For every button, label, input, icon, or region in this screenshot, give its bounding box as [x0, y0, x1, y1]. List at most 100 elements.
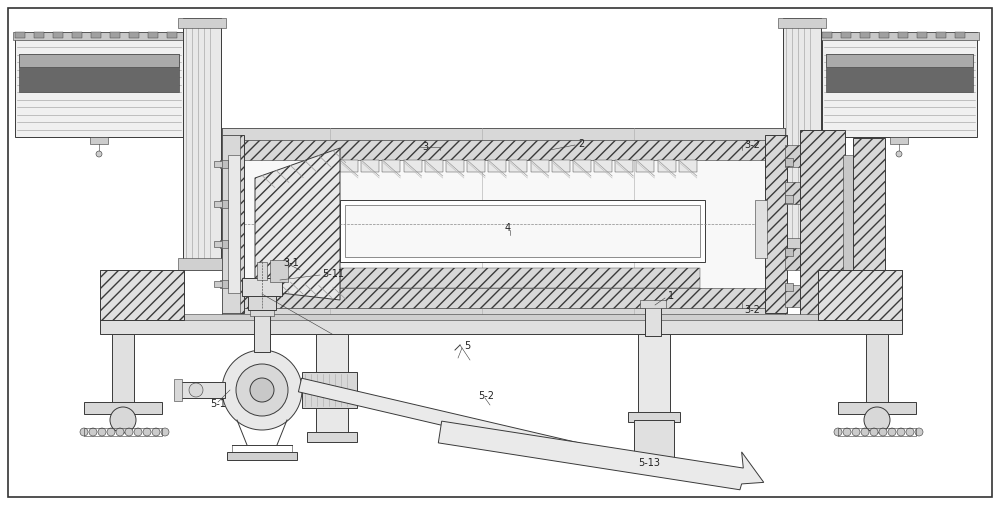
Bar — [19, 54, 179, 67]
Circle shape — [834, 428, 842, 436]
Circle shape — [915, 428, 923, 436]
Bar — [785, 283, 793, 291]
Text: 2: 2 — [578, 139, 584, 149]
Bar — [843, 155, 855, 300]
Bar — [316, 334, 348, 434]
Circle shape — [852, 428, 860, 436]
Polygon shape — [936, 32, 946, 38]
Bar — [254, 312, 270, 352]
Circle shape — [152, 428, 160, 436]
Polygon shape — [438, 421, 764, 490]
Polygon shape — [404, 160, 422, 172]
Bar — [84, 402, 162, 414]
Bar — [178, 18, 226, 28]
Bar — [178, 258, 226, 270]
Bar — [638, 334, 670, 414]
Text: 1: 1 — [668, 291, 674, 301]
Bar — [778, 18, 826, 28]
Polygon shape — [860, 32, 870, 38]
Bar — [634, 420, 674, 460]
Bar — [755, 200, 767, 258]
Polygon shape — [148, 32, 158, 38]
Bar — [640, 300, 666, 308]
Bar — [222, 128, 785, 320]
Polygon shape — [167, 32, 177, 38]
Text: 5: 5 — [464, 341, 470, 351]
Bar — [818, 270, 902, 320]
Text: 3-2: 3-2 — [744, 140, 760, 150]
Text: 5-2: 5-2 — [478, 391, 494, 401]
Circle shape — [906, 428, 914, 436]
Bar — [222, 128, 785, 140]
Polygon shape — [255, 148, 340, 300]
Bar — [248, 294, 276, 310]
Bar — [628, 412, 680, 422]
Bar — [214, 281, 222, 287]
Bar — [890, 137, 908, 144]
Bar — [222, 135, 240, 313]
Polygon shape — [446, 160, 464, 172]
Bar — [866, 334, 888, 404]
Bar — [222, 308, 785, 320]
Polygon shape — [955, 32, 965, 38]
Bar — [222, 135, 244, 313]
Polygon shape — [382, 160, 400, 172]
Bar — [785, 248, 793, 256]
Circle shape — [89, 428, 97, 436]
Bar — [826, 54, 973, 67]
Bar — [100, 270, 184, 320]
Circle shape — [870, 428, 878, 436]
Polygon shape — [879, 32, 889, 38]
Circle shape — [861, 428, 869, 436]
Bar — [765, 135, 787, 313]
Circle shape — [80, 428, 88, 436]
Circle shape — [143, 428, 151, 436]
Polygon shape — [110, 32, 120, 38]
Bar — [100, 314, 902, 320]
Bar — [220, 160, 228, 168]
Polygon shape — [820, 32, 979, 40]
Polygon shape — [467, 160, 485, 172]
Circle shape — [107, 428, 115, 436]
Bar — [228, 155, 240, 293]
Bar — [838, 402, 916, 414]
Bar — [84, 428, 162, 436]
Bar — [785, 158, 793, 166]
Polygon shape — [594, 160, 612, 172]
Bar — [345, 205, 700, 257]
Circle shape — [98, 428, 106, 436]
Circle shape — [879, 428, 887, 436]
Circle shape — [897, 428, 905, 436]
Bar — [242, 278, 282, 296]
Bar — [214, 241, 222, 247]
Bar — [177, 382, 225, 398]
Bar — [785, 195, 793, 203]
Bar — [340, 200, 705, 262]
Circle shape — [250, 378, 274, 402]
Bar — [220, 280, 228, 288]
Bar — [302, 372, 357, 408]
Circle shape — [888, 428, 896, 436]
Bar — [100, 270, 184, 320]
Bar — [800, 130, 845, 322]
Polygon shape — [531, 160, 549, 172]
Polygon shape — [53, 32, 63, 38]
Circle shape — [134, 428, 142, 436]
Bar — [250, 308, 274, 316]
Polygon shape — [72, 32, 82, 38]
Bar — [257, 262, 267, 280]
Polygon shape — [425, 160, 443, 172]
Circle shape — [125, 428, 133, 436]
Bar — [15, 32, 183, 137]
Bar — [214, 161, 222, 167]
Bar — [90, 137, 108, 144]
Text: 3-1: 3-1 — [283, 258, 299, 268]
Circle shape — [236, 364, 288, 416]
Text: 5-1: 5-1 — [210, 399, 226, 409]
Bar — [838, 428, 916, 436]
Polygon shape — [340, 160, 358, 172]
Polygon shape — [573, 160, 591, 172]
Circle shape — [116, 428, 124, 436]
Polygon shape — [488, 160, 506, 172]
Circle shape — [189, 383, 203, 397]
